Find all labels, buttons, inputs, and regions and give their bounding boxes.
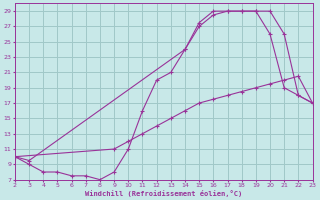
X-axis label: Windchill (Refroidissement éolien,°C): Windchill (Refroidissement éolien,°C) xyxy=(85,190,242,197)
